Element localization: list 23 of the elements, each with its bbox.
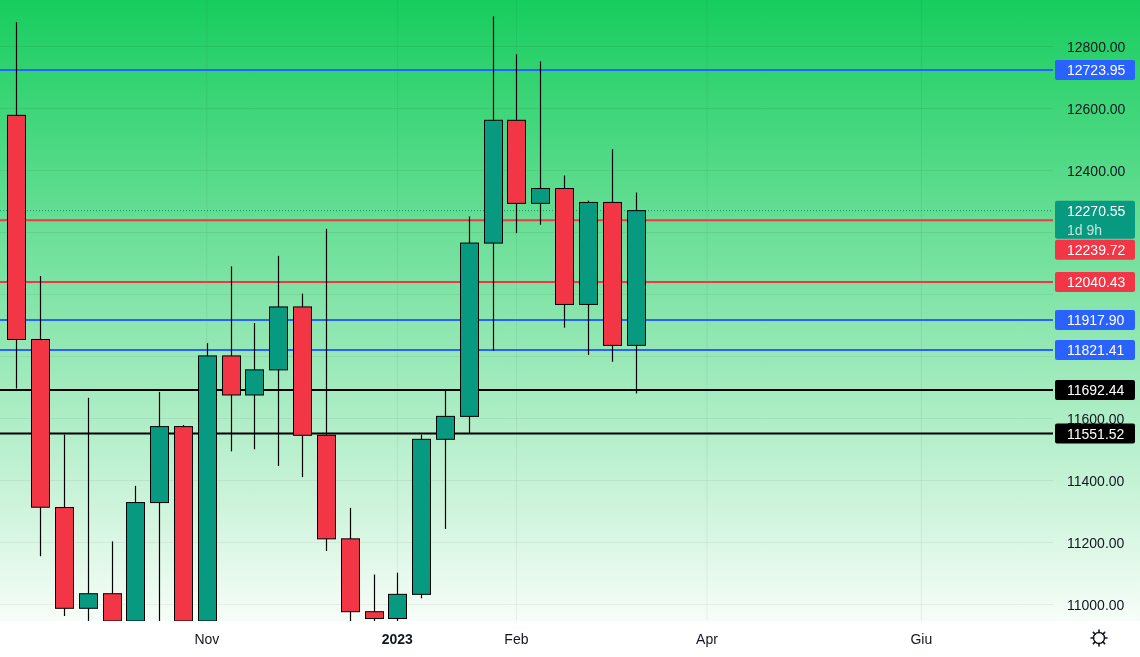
candlestick [365, 574, 384, 621]
y-tick-label: 11600.00 [1067, 410, 1125, 427]
ref-line-label: 12040.43 [1067, 274, 1126, 290]
ref-line-label: 11692.44 [1067, 381, 1125, 398]
ref-line-label: 12239.72 [1067, 241, 1126, 258]
ref-line-label: 11551.52 [1067, 425, 1125, 442]
ref-line-label: 11917.90 [1067, 311, 1125, 328]
ref-line-label: 12270.55 [1067, 202, 1126, 219]
ref-line-label: 12723.95 [1067, 62, 1126, 79]
x-tick-label: Apr [696, 631, 719, 647]
y-tick-label: 11200.00 [1067, 534, 1125, 551]
x-tick-label: Feb [504, 631, 529, 647]
x-tick-label: Giu [910, 631, 933, 647]
candlestick [531, 61, 550, 225]
y-tick-label: 12600.00 [1067, 100, 1126, 117]
y-tick-label: 12800.00 [1067, 38, 1126, 55]
y-tick-label: 11000.00 [1067, 596, 1125, 613]
y-tick-label: 11400.00 [1067, 472, 1125, 489]
x-tick-label: 2023 [381, 631, 414, 647]
ref-line-label: 11821.41 [1067, 341, 1125, 358]
y-tick-label: 12400.00 [1067, 162, 1126, 179]
text: 1d 9h [1067, 221, 1103, 238]
x-tick-label: Nov [194, 631, 220, 647]
